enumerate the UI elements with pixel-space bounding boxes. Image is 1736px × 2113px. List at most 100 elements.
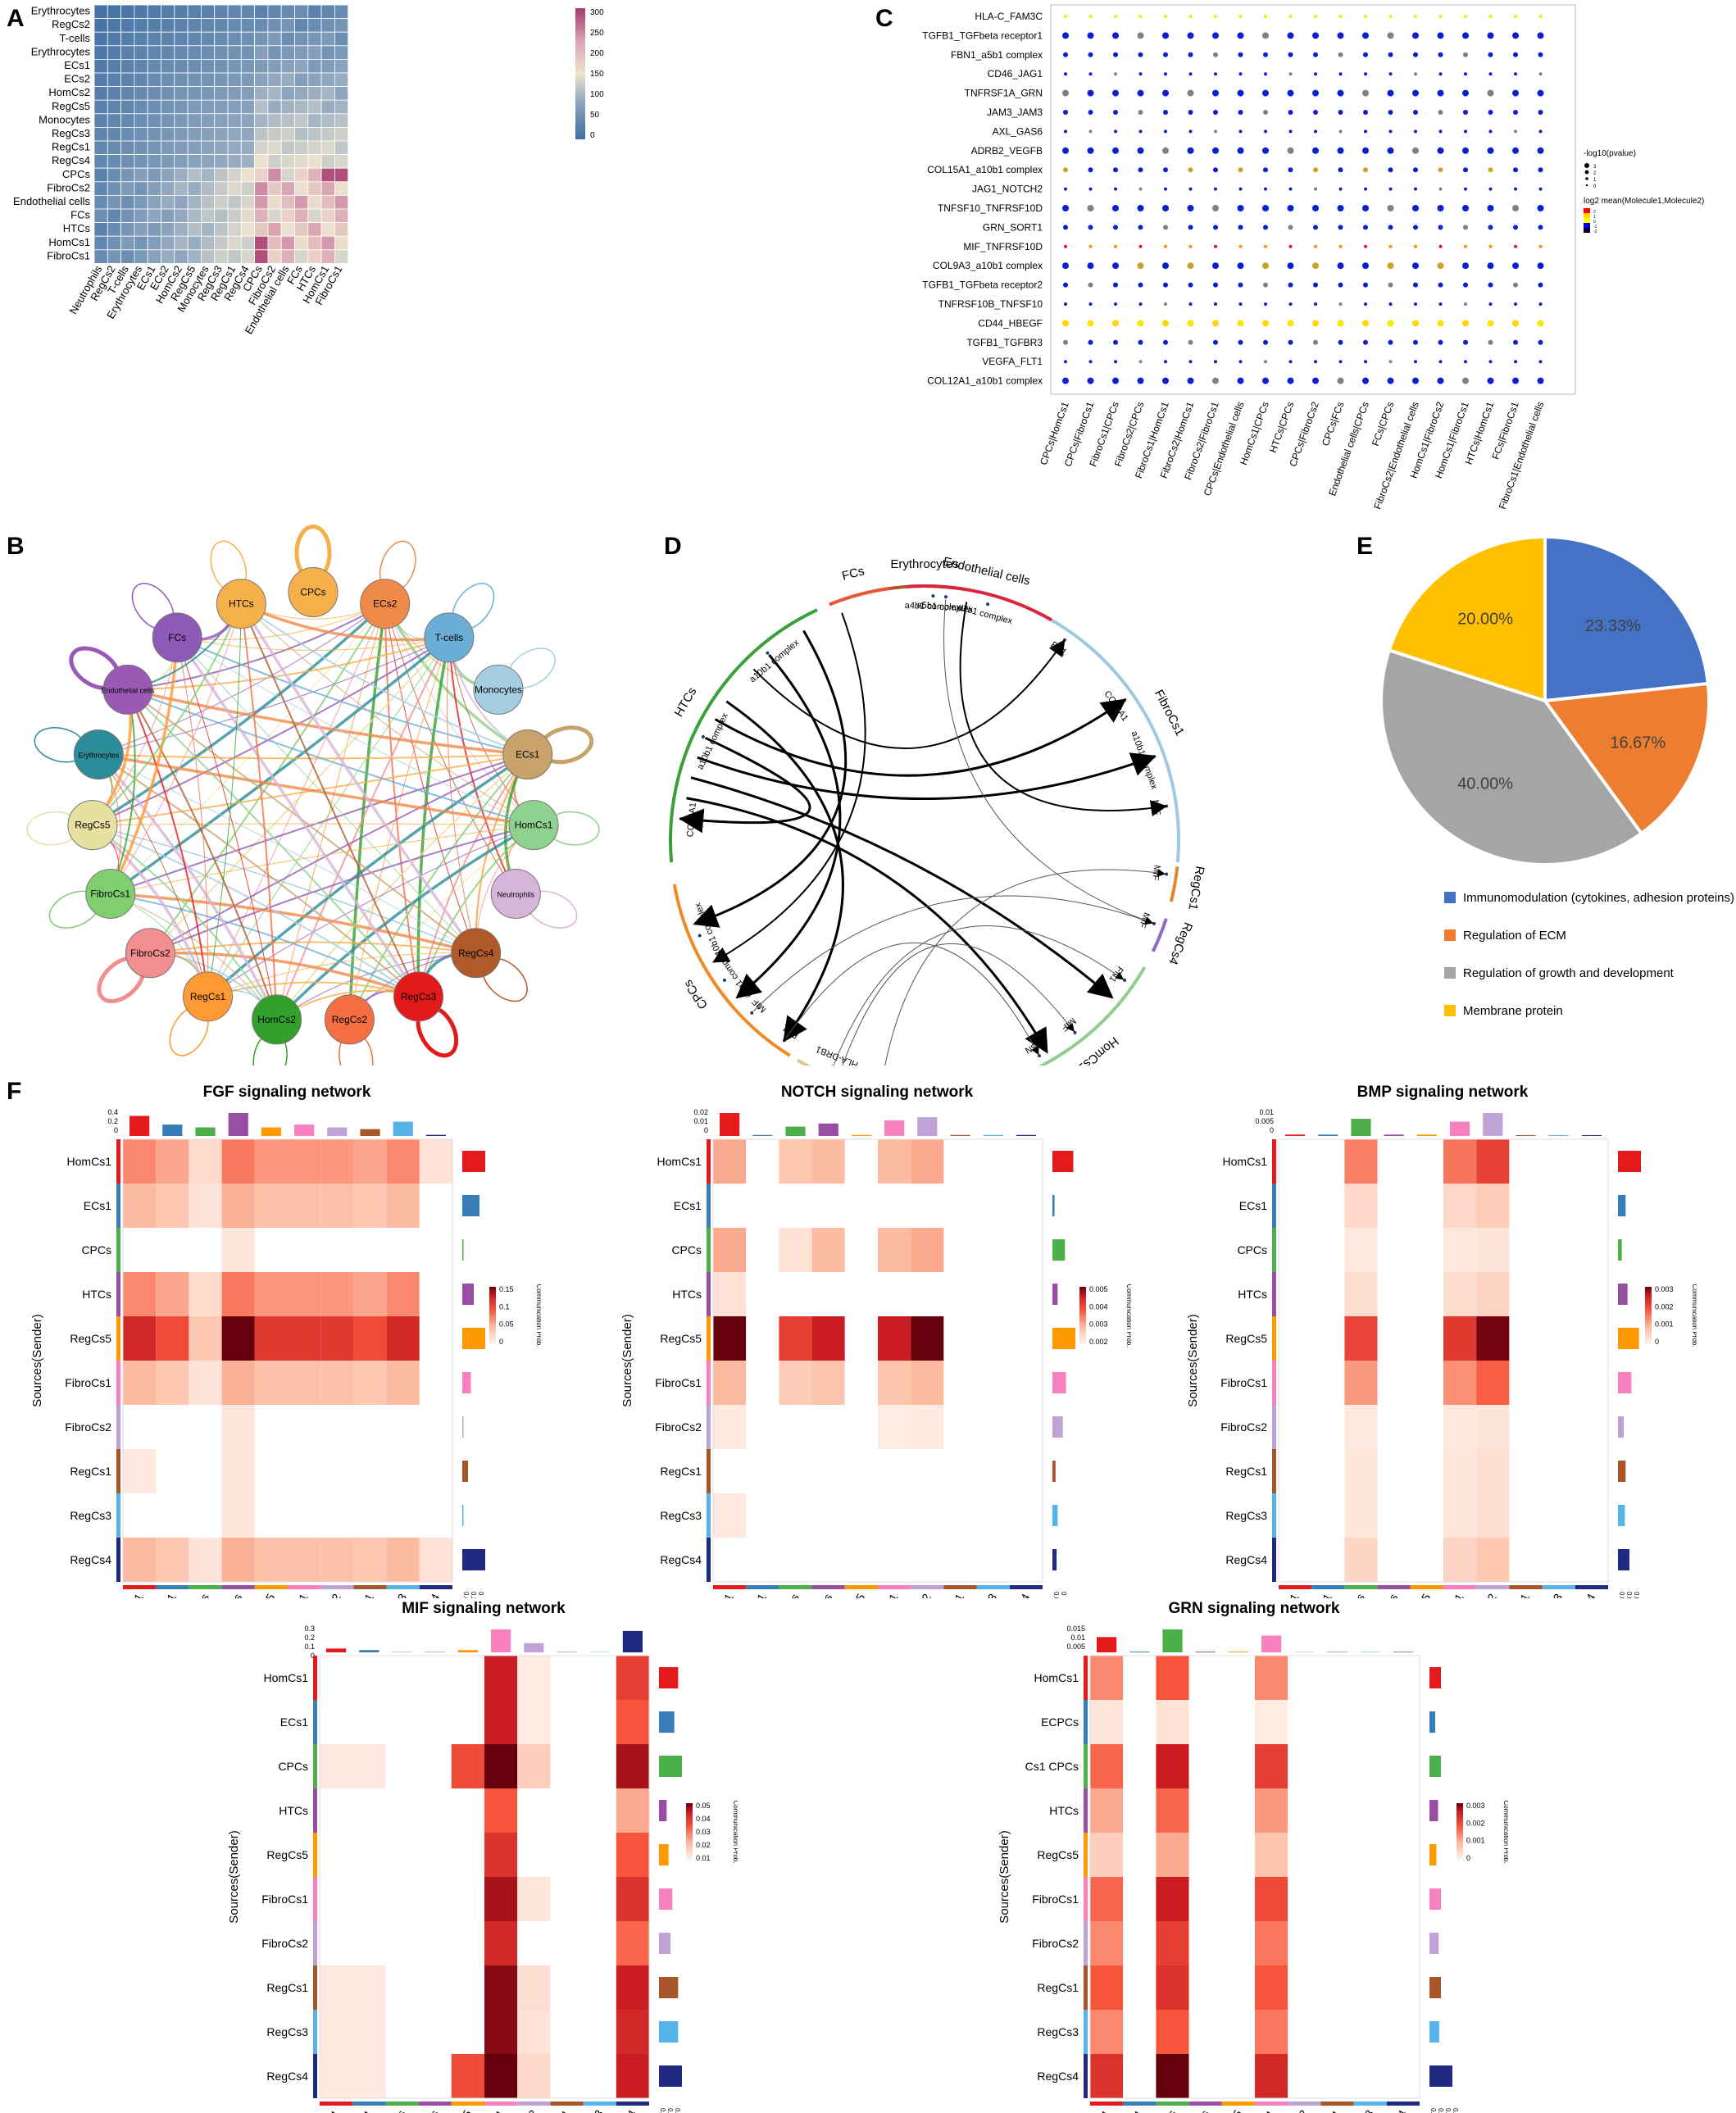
heatmap-cell (844, 1361, 878, 1405)
right-tick: 0.002 (1633, 1592, 1640, 1598)
heatmap-cell (227, 154, 242, 169)
dot (1137, 32, 1144, 39)
heatmap-cell (844, 1449, 878, 1493)
network-edge (240, 603, 534, 826)
heatmap-cell (1320, 1744, 1354, 1788)
col-color-bar (1288, 2102, 1321, 2106)
dot (1188, 72, 1193, 76)
row-label: RegCs4 (660, 1553, 702, 1566)
dot (1537, 262, 1544, 270)
heatmap-cell (334, 167, 349, 183)
heatmap-cell (1386, 1656, 1420, 1700)
heatmap-cell (254, 86, 269, 101)
col-label: HTCs (416, 2108, 442, 2113)
color-legend-swatch (1584, 218, 1590, 223)
dot (1314, 72, 1317, 76)
heatmap-cell (1443, 1405, 1477, 1449)
dot (1337, 205, 1344, 211)
heatmap-cell (120, 59, 135, 74)
heatmap-cell (1090, 1833, 1124, 1877)
heatmap-cell (976, 1361, 1010, 1405)
colorbar-tick: 0.02 (696, 1841, 711, 1849)
dot (1338, 52, 1343, 57)
col-label: CPCs (382, 2108, 408, 2113)
heatmap-cell (1009, 1139, 1043, 1184)
dot (1188, 302, 1193, 306)
heatmap-cell (161, 249, 175, 264)
heatmap-cell (307, 222, 322, 237)
heatmap-cell (120, 45, 135, 60)
heatmap-cell (878, 1316, 911, 1361)
dot (1114, 360, 1117, 364)
node-label: FCs (168, 632, 186, 643)
dot (1162, 205, 1169, 211)
heatmap-cell (174, 18, 189, 33)
heatmap-cell (280, 31, 295, 47)
dot (1287, 377, 1294, 384)
heatmap-cell (352, 1700, 386, 1744)
heatmap-cell (187, 99, 202, 115)
heatmap-cell (280, 154, 295, 169)
heatmap-cell (1123, 1788, 1157, 1833)
dot (1064, 302, 1067, 306)
col-color-bar (1344, 1585, 1378, 1589)
heatmap-cell (1344, 1538, 1378, 1582)
heatmap-cell (320, 31, 335, 47)
heatmap-cell (320, 1788, 353, 1833)
heatmap-cell (352, 1656, 386, 1700)
dot (1213, 282, 1218, 288)
dot (1513, 110, 1518, 115)
heatmap-cell (1311, 1538, 1345, 1582)
heatmap-cell (120, 167, 135, 183)
dot (1387, 205, 1394, 211)
row-color-bar (1272, 1405, 1276, 1449)
heatmap-cell (294, 45, 309, 60)
heatmap-cell (334, 99, 349, 115)
heatmap-cell (1344, 1316, 1378, 1361)
network-node (288, 567, 339, 617)
heatmap-cell (294, 181, 309, 196)
group-label: FCs (840, 564, 866, 584)
heatmap-cell (320, 59, 335, 74)
heatmap-cell (187, 45, 202, 60)
dot (1237, 32, 1244, 39)
dot (1463, 52, 1468, 57)
heatmap-cell (254, 1493, 288, 1538)
row-color-bar (707, 1449, 711, 1493)
chord (693, 629, 848, 928)
top-bar (1384, 1134, 1404, 1136)
heatmap-cell (147, 222, 161, 237)
dot (1287, 32, 1294, 39)
row-label: HTCs (63, 222, 91, 234)
heatmap-cell (616, 1877, 649, 1921)
chord (834, 925, 1125, 1065)
dot (1264, 72, 1267, 76)
dot (1487, 377, 1494, 384)
colorbar (575, 8, 585, 139)
heatmap-cell (120, 99, 135, 115)
col-color-bar (156, 1585, 189, 1589)
heatmap-cell (1353, 1700, 1387, 1744)
heatmap-cell (1509, 1493, 1543, 1538)
network-edge (110, 603, 242, 894)
dot (1312, 320, 1319, 327)
heatmap-cell (1188, 1965, 1222, 2010)
col-color-bar (1509, 1585, 1543, 1589)
network-edge (384, 602, 529, 757)
y-axis-label: Sources(Sender) (620, 1314, 634, 1406)
y-axis-label: Sources(Sender) (30, 1314, 44, 1406)
heatmap-cell (878, 1272, 911, 1316)
dot (1264, 302, 1267, 306)
network-node (67, 800, 118, 851)
col-color-bar (1123, 2102, 1157, 2106)
heatmap-cell (385, 1965, 419, 2010)
heatmap-cell (1311, 1361, 1345, 1405)
heatmap-cell (1123, 2010, 1157, 2054)
heatmap-cell (1410, 1449, 1443, 1493)
heatmap-cell (976, 1316, 1010, 1361)
top-bar (1285, 1134, 1306, 1136)
panel-d-chord: ErythrocytesFibroCs1RegCs1RegCs4HomCs1Mo… (669, 555, 1207, 1066)
dot (1138, 52, 1143, 57)
legend-swatch (1444, 892, 1456, 903)
dot (1114, 15, 1117, 18)
